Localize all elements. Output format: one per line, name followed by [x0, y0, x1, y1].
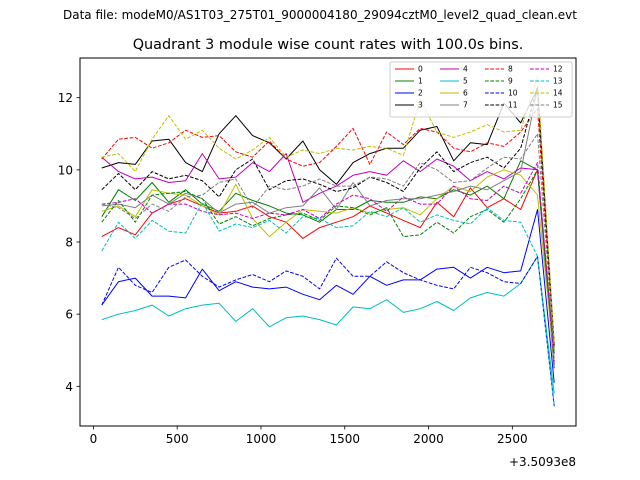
y-tick-label: 4 — [65, 380, 73, 394]
series-line-1 — [101, 160, 555, 369]
y-tick-label: 6 — [65, 308, 73, 322]
series-line-13 — [101, 201, 555, 405]
x-tick-label: 2000 — [413, 432, 444, 446]
legend-label-0: 0 — [418, 65, 423, 74]
series-line-8 — [101, 108, 555, 351]
x-tick-label: 1500 — [329, 432, 360, 446]
chart-title: Quadrant 3 module wise count rates with … — [133, 37, 524, 53]
series-line-2 — [101, 209, 555, 383]
legend-label-13: 13 — [553, 77, 563, 86]
legend-label-2: 2 — [418, 89, 423, 98]
plot-lines — [101, 75, 555, 407]
legend-label-14: 14 — [553, 89, 563, 98]
legend-label-4: 4 — [463, 65, 468, 74]
series-line-10 — [101, 255, 555, 407]
x-tick-label: 1000 — [246, 432, 277, 446]
series-line-11 — [101, 86, 555, 347]
legend-label-1: 1 — [418, 77, 423, 86]
legend-label-10: 10 — [508, 89, 518, 98]
legend-label-12: 12 — [553, 65, 563, 74]
series-line-9 — [101, 169, 555, 354]
y-tick-label: 12 — [58, 91, 73, 105]
legend-label-11: 11 — [508, 101, 518, 110]
x-axis-ticks: 0 500 1000 1500 2000 2500 — [90, 426, 528, 446]
y-axis-ticks: 4 6 8 10 12 — [58, 91, 80, 394]
series-line-3 — [101, 88, 555, 347]
series-line-7 — [101, 88, 555, 344]
series-line-6 — [101, 169, 555, 362]
legend-label-8: 8 — [508, 65, 513, 74]
legend-box — [389, 61, 573, 118]
legend-label-7: 7 — [463, 101, 468, 110]
series-line-5 — [101, 255, 555, 394]
legend-label-15: 15 — [553, 101, 563, 110]
y-tick-label: 10 — [58, 163, 73, 177]
legend-label-3: 3 — [418, 101, 423, 110]
x-tick-label: 0 — [90, 432, 98, 446]
series-line-12 — [101, 162, 555, 362]
series-line-4 — [101, 153, 555, 354]
legend-label-6: 6 — [463, 89, 468, 98]
y-tick-label: 8 — [65, 236, 73, 250]
legend-label-9: 9 — [508, 77, 513, 86]
x-axis-offset-label: +3.5093e8 — [509, 455, 576, 469]
series-line-0 — [101, 169, 555, 365]
series-line-14 — [101, 75, 555, 344]
series-line-15 — [101, 133, 555, 351]
x-tick-label: 500 — [166, 432, 189, 446]
legend-label-5: 5 — [463, 77, 468, 86]
figure-suptitle: Data file: modeM0/AS1T03_275T01_90000041… — [63, 8, 577, 22]
x-tick-label: 2500 — [497, 432, 528, 446]
